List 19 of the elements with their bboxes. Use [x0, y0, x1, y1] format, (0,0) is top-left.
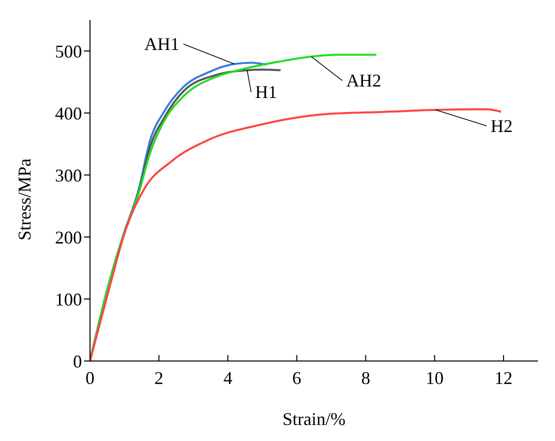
x-tick-label: 4 [223, 368, 232, 388]
x-tick-label: 8 [361, 368, 370, 388]
y-axis-title: Stress/MPa [14, 158, 34, 240]
x-axis-title: Strain/% [282, 409, 346, 429]
series-label: AH2 [346, 70, 382, 91]
y-tick-label: 300 [55, 165, 82, 186]
y-tick-label: 400 [55, 103, 82, 124]
x-tick-label: 6 [292, 368, 302, 388]
x-tick-label: 10 [426, 368, 444, 388]
series-label: AH1 [144, 34, 180, 54]
series-label: H2 [490, 116, 513, 136]
y-tick-label: 500 [55, 41, 82, 62]
x-tick-label: 0 [86, 368, 94, 388]
series-label: H1 [255, 82, 278, 102]
y-tick-label: 200 [55, 227, 82, 248]
x-tick-label: 2 [154, 368, 164, 388]
y-tick-label: 100 [55, 289, 82, 310]
y-tick-label: 0 [73, 351, 82, 372]
x-tick-label: 12 [494, 368, 513, 388]
